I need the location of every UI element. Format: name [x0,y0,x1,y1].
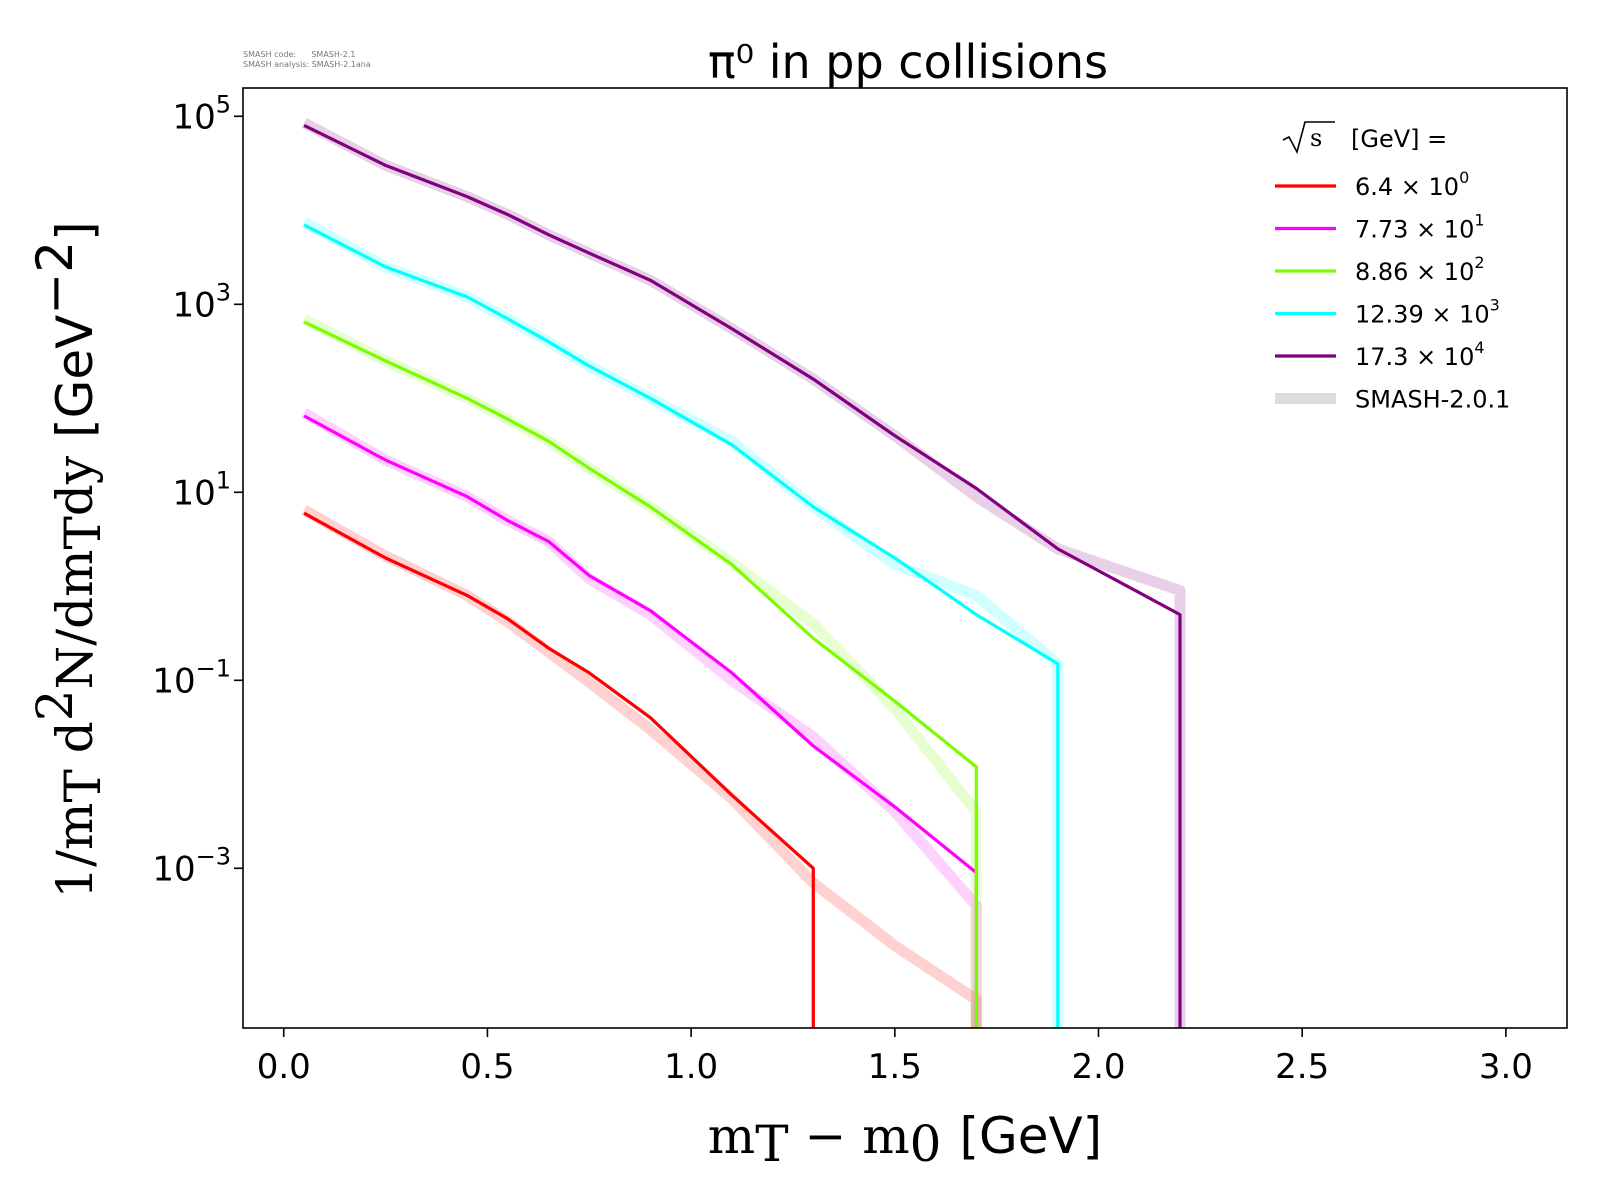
reference-curve-0 [301,505,982,1028]
plot-frame [242,87,1568,1029]
legend-title-text: [GeV] = [1351,125,1447,153]
x-axis-ticks: 0.0 0.5 1.0 1.5 2.0 2.5 3.0 [257,1028,1533,1087]
x-tick-label: 2.5 [1275,1047,1329,1087]
legend-title-symbol: s [1310,124,1322,152]
x-axis-label: mT − m0 [GeV] [708,1107,1102,1173]
data-curves [303,123,1182,1028]
legend-label-2: 8.86 × 102 [1355,253,1485,286]
y-tick-label: 10−1 [152,654,231,701]
series-line-0 [303,511,815,1028]
legend-label-1: 7.73 × 101 [1355,211,1485,244]
legend-label-reference: SMASH-2.0.1 [1355,386,1510,414]
x-tick-label: 0.0 [257,1047,311,1087]
y-tick-label: 103 [172,278,231,325]
y-axis-label: 1/mT d2N/dmTdy[GeV−2] [26,221,112,898]
reference-curve-3 [301,217,1064,1028]
x-tick-label: 1.5 [868,1047,922,1087]
x-tick-label: 1.0 [664,1047,718,1087]
x-tick-label: 2.0 [1071,1047,1125,1087]
y-axis-ticks: 105 103 101 10−1 10−3 [152,90,243,889]
legend: s [GeV] = 6.4 × 100 7.73 × 101 8.86 × 102 1… [1275,121,1510,414]
series-line-2 [303,320,978,1028]
smash-version-line-1: SMASH code: SMASH-2.1 [243,50,356,59]
x-tick-label: 3.0 [1479,1047,1533,1087]
sqrt-radical-icon [1282,121,1335,155]
legend-label-4: 17.3 × 104 [1355,338,1485,371]
chart-title: π⁰ in pp collisions [708,35,1108,89]
x-tick-label: 0.5 [460,1047,514,1087]
y-tick-label: 105 [172,90,231,137]
smash-version-line-2: SMASH analysis: SMASH-2.1ana [243,60,371,69]
legend-label-3: 12.39 × 103 [1355,296,1500,329]
series-line-4 [303,123,1182,1028]
y-tick-label: 101 [172,466,231,513]
series-line-3 [303,223,1060,1028]
legend-title: s [GeV] = [1282,121,1447,155]
legend-label-0: 6.4 × 100 [1355,168,1469,201]
y-tick-label: 10−3 [152,842,231,889]
